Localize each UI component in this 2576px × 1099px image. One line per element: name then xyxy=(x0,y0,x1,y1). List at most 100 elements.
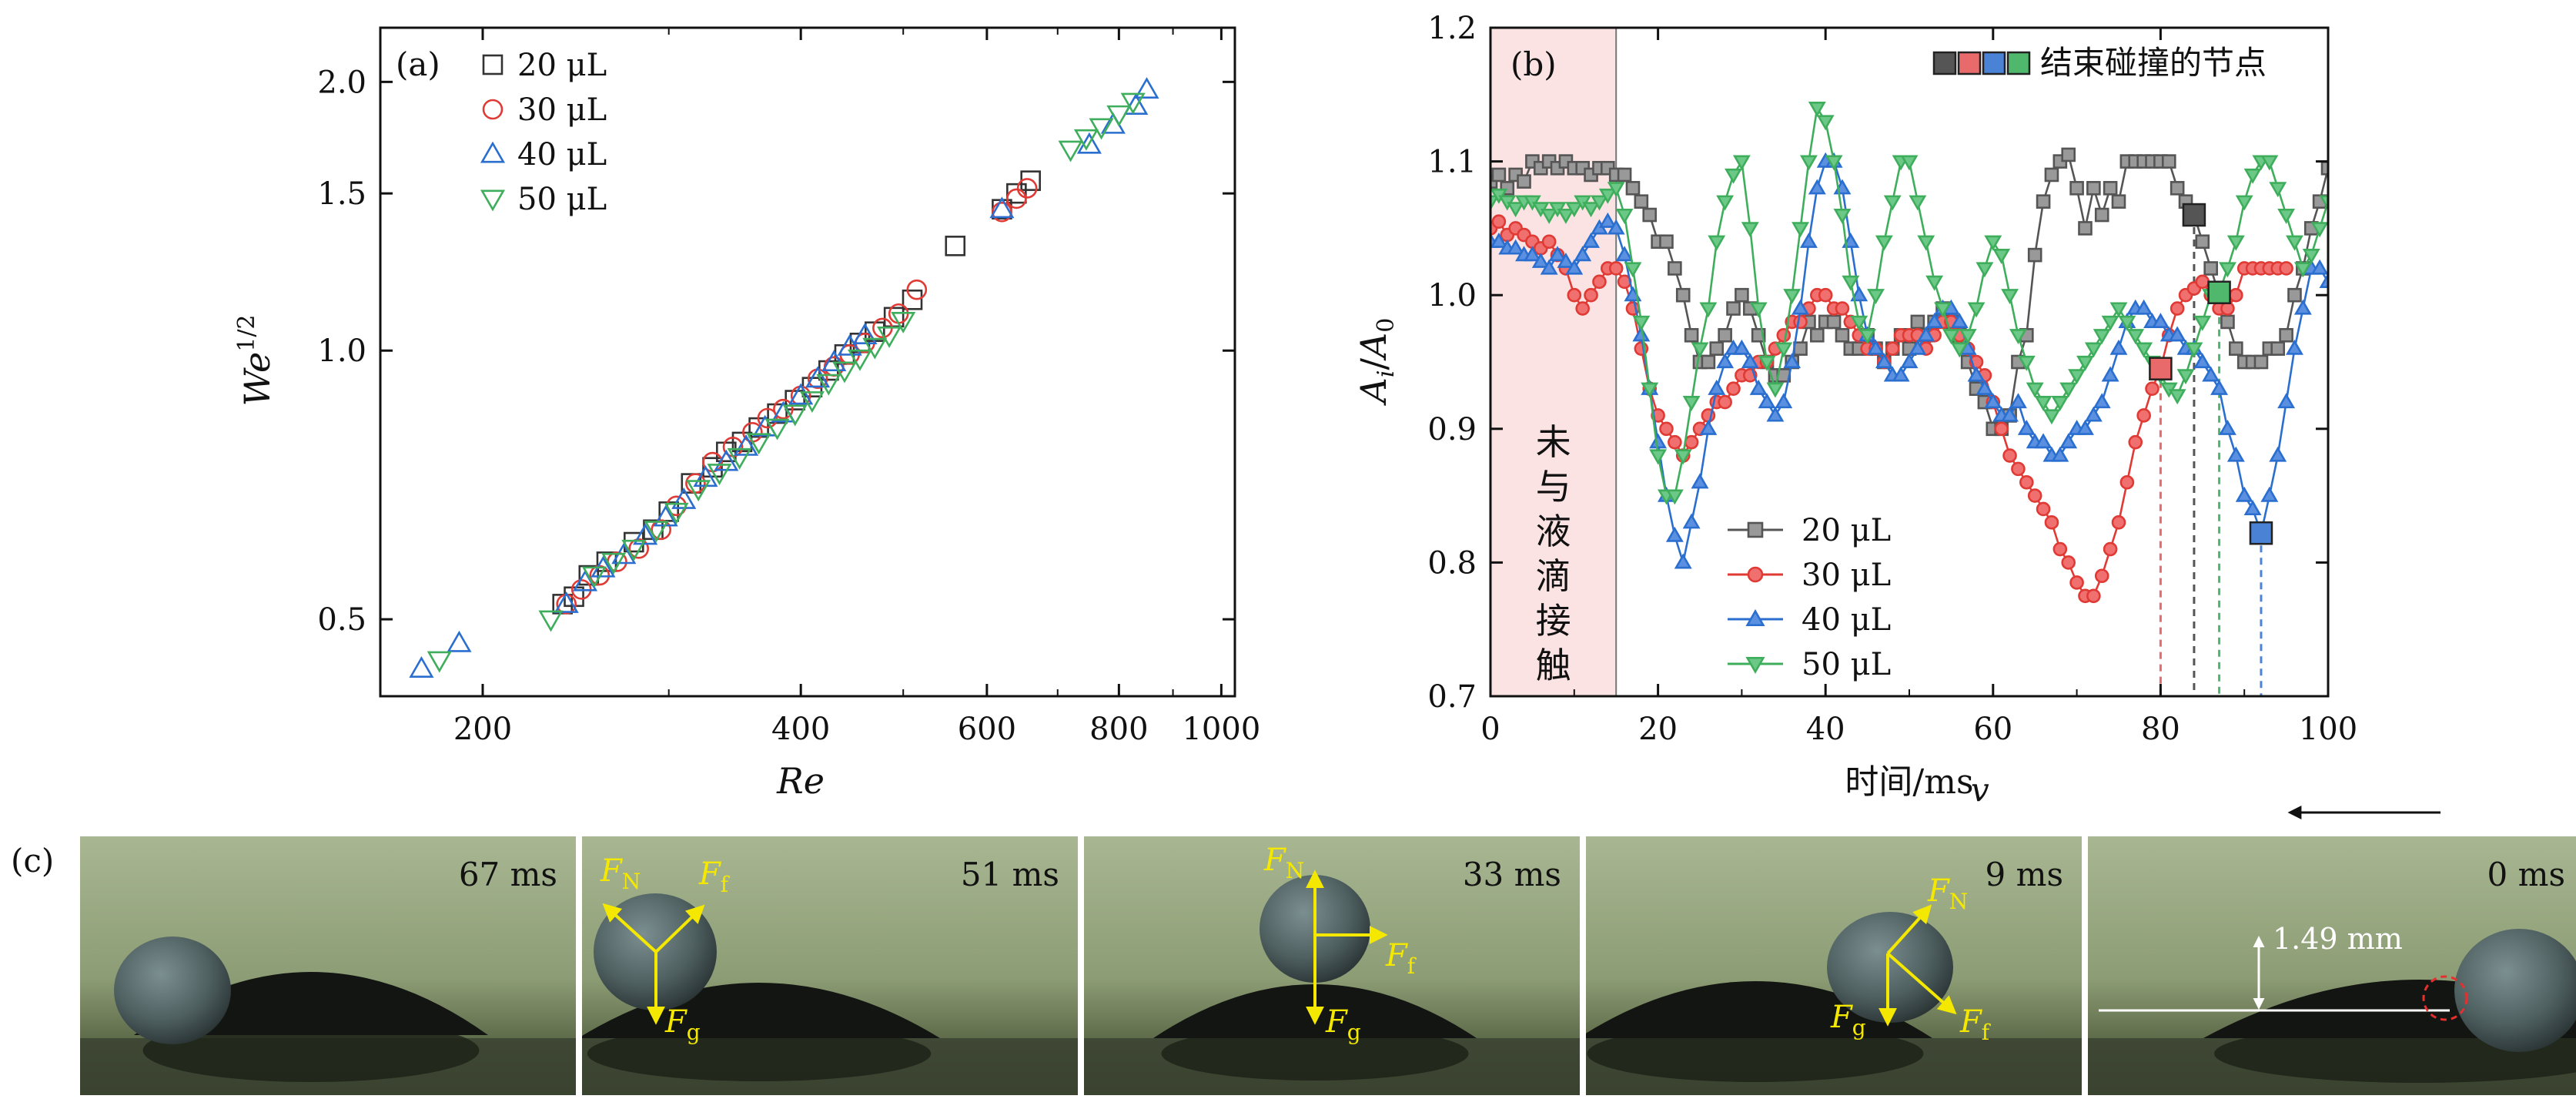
chart-b-point xyxy=(2277,208,2296,224)
chart-b-legend-label: 50 μL xyxy=(1802,647,1891,682)
chart-b-point xyxy=(1732,339,1751,355)
chart-b-end-point xyxy=(2249,521,2273,545)
chart-b-legend-marker xyxy=(1747,521,1764,538)
chart-b-point xyxy=(2168,389,2186,405)
chart-a-point xyxy=(628,538,650,559)
chart-b-point xyxy=(1775,393,1793,409)
chart-b-point xyxy=(1850,315,1868,331)
chart-b-point xyxy=(1718,327,1732,343)
chart-b-point xyxy=(1540,259,1558,275)
chart-b-point xyxy=(2051,446,2069,462)
force-label: Ff xyxy=(1385,938,1417,979)
chart-b-point xyxy=(2009,329,2027,345)
chart-b-point xyxy=(1659,234,1674,250)
force-arrow xyxy=(1886,904,1932,955)
chart-b-legend: 20 μL 30 μL 40 μL 50 μL xyxy=(1728,513,1891,682)
chart-a-point xyxy=(554,591,579,613)
bead xyxy=(1827,912,1953,1023)
chart-b-point xyxy=(2126,329,2145,345)
chart-b-point xyxy=(2235,195,2253,211)
chart-b-point xyxy=(1598,212,1617,228)
velocity-indicator: v xyxy=(1971,771,2441,819)
chart-b-shaded-label-char: 液 xyxy=(1536,511,1571,552)
chart-b-point xyxy=(1810,327,1825,343)
chart-a-legend-label: 40 μL xyxy=(517,137,607,173)
chart-b-point xyxy=(1691,342,1709,358)
chart-a-point xyxy=(644,521,669,543)
chart-b-point xyxy=(2036,194,2051,209)
chart-b-point xyxy=(2086,588,2101,604)
chart-b-point xyxy=(2319,195,2328,211)
force-label: Fg xyxy=(1325,1004,1361,1045)
chart-b-point xyxy=(1684,434,1699,450)
chart-b-point xyxy=(1984,235,2002,251)
chart-b-point xyxy=(2293,262,2312,278)
chart-b-point xyxy=(1665,526,1684,542)
chart-a-point xyxy=(727,447,752,470)
chart-b-point xyxy=(1523,246,1541,262)
chart-a-plot-area xyxy=(379,26,1236,698)
chart-b-point xyxy=(2218,262,2236,278)
chart-b-point xyxy=(2243,168,2262,184)
chart-a-point xyxy=(581,566,607,588)
chart-b-point xyxy=(1684,327,1699,343)
chart-b-ytick-label: 1.0 xyxy=(1427,278,1477,313)
chart-b-point xyxy=(1607,219,1625,235)
bead xyxy=(114,936,231,1044)
chart-b-point xyxy=(2086,181,2101,196)
chart-b-point xyxy=(2210,379,2229,395)
chart-b-point xyxy=(1567,287,1582,303)
chart-b-point xyxy=(2310,222,2328,238)
chart-b-point xyxy=(1575,301,1590,316)
force-label: FN xyxy=(600,853,641,894)
chart-b-point xyxy=(1867,289,1885,305)
chart-b-point xyxy=(1701,354,1716,370)
chart-b-point xyxy=(2101,366,2119,382)
chart-b-point xyxy=(1994,421,2009,437)
chart-b-point xyxy=(1557,252,1575,268)
chart-a-point xyxy=(1016,178,1038,199)
chart-b-point xyxy=(2061,555,2076,570)
chart-b-point xyxy=(2059,433,2078,449)
chart-a-legend-label: 30 μL xyxy=(517,92,607,128)
chart-b-shaded-label-char: 触 xyxy=(1536,645,1571,686)
chart-b-point xyxy=(1590,195,1608,211)
chart-a-xlabel: Re xyxy=(776,760,825,802)
chart-b-end-node-swatch xyxy=(1982,51,2006,75)
chart-a-point xyxy=(702,457,723,478)
chart-a-point xyxy=(862,337,888,360)
chart-a-point xyxy=(945,236,966,256)
chart-b-point xyxy=(1699,302,1718,318)
chart-b-point xyxy=(1682,513,1701,529)
chart-b-point xyxy=(1816,115,1835,131)
chart-b-point xyxy=(2017,355,2036,371)
chart-b-point xyxy=(1808,102,1826,117)
chart-b-point xyxy=(2287,287,2302,303)
chart-b-point xyxy=(2319,273,2328,288)
chart-b-ylabel: Ai/A0 xyxy=(1353,318,1400,407)
chart-b-shaded-region xyxy=(1490,28,1617,696)
chart-b-point xyxy=(1716,195,1735,211)
chart-b-point xyxy=(2109,302,2128,318)
chart-b-point xyxy=(1791,299,1810,315)
chart-a-point xyxy=(992,201,1012,223)
chart-b-end-node-label: 结束碰撞的节点 xyxy=(2040,44,2267,82)
chart-b-point xyxy=(1835,327,1850,343)
photo-time-label: 9 ms xyxy=(1986,856,2063,893)
chart-b-point xyxy=(2044,515,2059,530)
chart-b-point xyxy=(2011,461,2026,477)
chart-b-point xyxy=(1675,287,1691,303)
chart-a-point xyxy=(891,311,916,333)
chart-b-point xyxy=(2195,234,2210,250)
chart-b-point xyxy=(2279,261,2293,276)
chart-b-end-points xyxy=(2149,203,2273,545)
chart-b-point xyxy=(1749,302,1768,318)
chart-b-ytick-label: 0.8 xyxy=(1427,545,1477,581)
chart-b-point xyxy=(1818,287,1833,303)
chart-a-legend-label: 50 μL xyxy=(517,182,607,217)
chart-a-point xyxy=(799,391,825,413)
chart-b-end-node-swatch xyxy=(1932,51,1957,75)
chart-b-point xyxy=(2270,341,2286,356)
chart-b-point xyxy=(1975,262,1994,278)
chart-b-point xyxy=(1793,341,1808,356)
